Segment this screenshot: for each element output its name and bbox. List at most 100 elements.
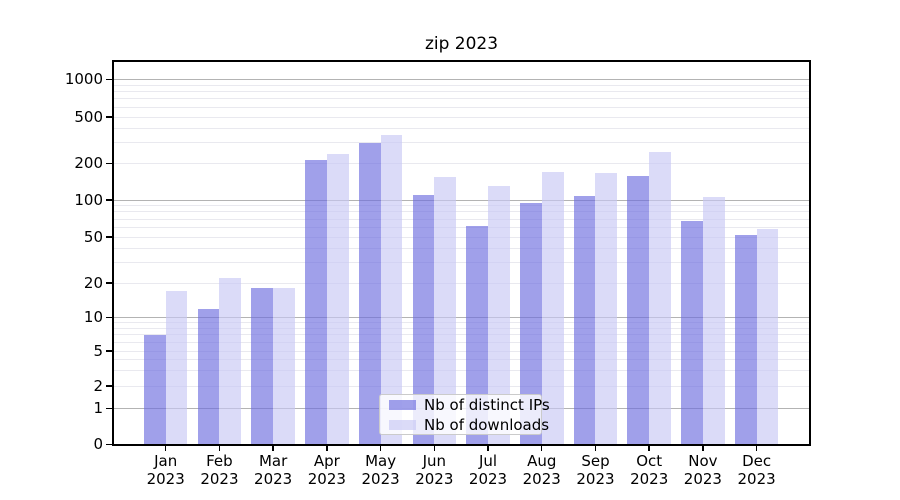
gridline-minor [113, 370, 810, 371]
bar-distinct-ips [305, 159, 327, 445]
gridline-minor [113, 282, 810, 284]
y-tick-label: 200 [74, 153, 103, 172]
gridline-minor [113, 205, 810, 207]
gridline-minor [113, 341, 810, 343]
legend-item-distinct-ips: Nb of distinct IPs [380, 396, 550, 414]
bar-distinct-ips [412, 194, 435, 445]
gridline-minor [113, 247, 810, 249]
x-tick-mark [272, 446, 274, 451]
y-tick-label: 1000 [64, 70, 103, 88]
legend-swatch-distinct-ips-icon [389, 399, 416, 410]
y-tick-label: 10 [83, 308, 103, 327]
gridline-minor [113, 127, 810, 129]
x-tick-mark [487, 446, 489, 451]
bar-downloads [326, 154, 349, 445]
bar-distinct-ips [681, 221, 703, 445]
y-tick-mark [106, 236, 112, 238]
gridline-minor [113, 359, 810, 361]
legend-label-distinct-ips: Nb of distinct IPs [424, 395, 550, 414]
gridline-minor [113, 218, 810, 220]
x-tick-mark [648, 446, 650, 451]
gridline-minor [113, 236, 810, 238]
y-tick-mark [106, 78, 112, 81]
x-tick-mark [326, 446, 328, 451]
y-tick-mark [106, 350, 112, 352]
bar-distinct-ips [627, 176, 650, 445]
x-tick-label: Aug 2023 [522, 452, 561, 488]
bar-distinct-ips [143, 334, 166, 445]
gridline-major [113, 79, 810, 80]
x-tick-label: Apr 2023 [307, 452, 346, 488]
gridline-minor [113, 98, 810, 100]
bar-downloads [488, 186, 510, 445]
gridline-minor [113, 142, 810, 144]
bar-downloads [649, 152, 671, 445]
y-tick-mark [106, 162, 112, 165]
bar-downloads [756, 229, 779, 445]
gridline-minor [113, 322, 810, 324]
x-tick-label: Oct 2023 [630, 452, 669, 488]
bar-distinct-ips [519, 202, 542, 445]
bar-downloads [219, 278, 242, 445]
y-tick-label: 5 [93, 341, 103, 360]
y-tick-label: 20 [83, 273, 103, 292]
x-tick-label: Jul 2023 [468, 452, 508, 488]
gridline-minor [113, 334, 810, 336]
y-tick-mark [106, 407, 112, 410]
gridline-minor [113, 84, 810, 86]
chart-title: zip 2023 [424, 34, 499, 54]
bar-distinct-ips [197, 308, 220, 445]
spine-right [808, 60, 811, 446]
gridline-minor [113, 226, 810, 228]
x-tick-label: Jun 2023 [415, 452, 454, 488]
x-tick-mark [379, 446, 382, 451]
spine-bottom [111, 444, 811, 446]
legend: Nb of distinct IPs Nb of downloads [379, 394, 550, 435]
gridline-minor [113, 91, 810, 93]
bar-downloads [380, 135, 403, 445]
bar-downloads [595, 173, 618, 445]
y-tick-label: 500 [74, 107, 103, 126]
x-tick-mark [702, 446, 704, 451]
y-tick-label: 0 [93, 435, 103, 453]
gridline-minor [113, 327, 810, 329]
y-tick-mark [106, 199, 112, 201]
y-tick-mark [106, 443, 112, 446]
gridline-major [113, 199, 810, 201]
y-tick-label: 50 [83, 227, 103, 246]
x-tick-mark [755, 446, 758, 451]
x-tick-label: Nov 2023 [683, 452, 722, 488]
y-tick-mark [106, 282, 112, 284]
x-tick-label: Sep 2023 [576, 452, 615, 488]
spine-top [111, 60, 811, 62]
bar-distinct-ips [251, 288, 274, 445]
x-tick-mark [594, 446, 597, 451]
legend-swatch-downloads-icon [389, 419, 416, 430]
y-tick-label: 2 [93, 376, 103, 395]
x-tick-label: Feb 2023 [200, 452, 239, 488]
legend-label-downloads: Nb of downloads [424, 415, 550, 434]
gridline-minor [113, 385, 810, 387]
x-tick-mark [218, 446, 221, 451]
y-tick-mark [106, 316, 112, 319]
gridline-minor [113, 262, 810, 264]
bar-distinct-ips [466, 225, 489, 445]
x-tick-label: Jan 2023 [146, 452, 185, 488]
x-tick-mark [433, 446, 436, 451]
y-tick-label: 1 [93, 399, 103, 417]
plot-area [113, 61, 810, 445]
x-tick-mark [540, 446, 543, 451]
bar-distinct-ips [358, 142, 381, 445]
bar-downloads [702, 197, 725, 445]
bar-downloads [165, 291, 188, 445]
y-tick-mark [106, 116, 112, 118]
gridline-minor [113, 211, 810, 213]
y-tick-mark [106, 385, 112, 387]
bar-downloads [273, 288, 295, 445]
gridline-major [113, 317, 810, 319]
gridline-minor [113, 162, 810, 164]
y-tick-label: 100 [74, 190, 103, 209]
bar-downloads [434, 176, 457, 445]
legend-item-downloads: Nb of downloads [380, 416, 549, 434]
